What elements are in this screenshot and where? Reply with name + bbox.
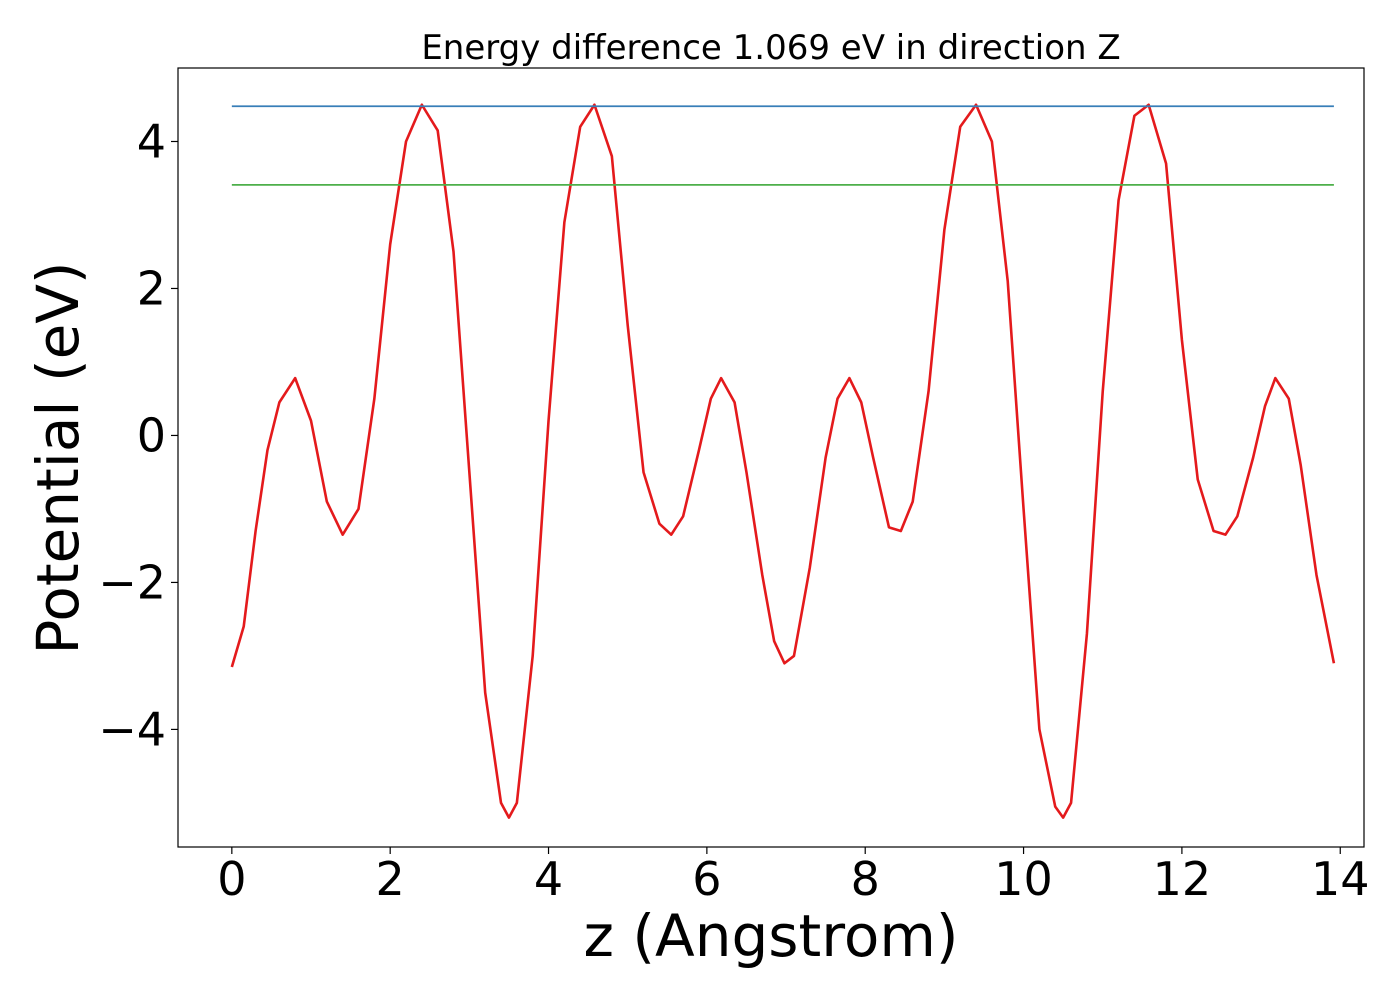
y-tick-label: −2 [98,555,166,609]
y-tick-label: 0 [137,408,166,462]
x-axis-label: z (Angstrom) [584,902,959,970]
y-axis-label: Potential (eV) [24,261,92,654]
plot-frame [177,67,1365,848]
x-tick-label: 6 [692,852,721,906]
y-tick-label: 2 [137,261,166,315]
series-layer [230,103,1336,819]
y-tick-label: 4 [137,114,166,168]
x-axis: 0 2 4 6 8 10 12 14 [217,847,1370,906]
x-tick-label: 14 [1311,852,1370,906]
x-tick-label: 0 [217,852,246,906]
chart-title: Energy difference 1.069 eV in direction … [421,28,1120,68]
x-tick-label: 4 [534,852,563,906]
y-axis: −4 −2 0 2 4 [98,114,178,756]
x-tick-label: 10 [994,852,1053,906]
x-tick-label: 12 [1153,852,1212,906]
x-tick-label: 8 [851,852,880,906]
y-tick-label: −4 [98,702,166,756]
x-tick-label: 2 [376,852,405,906]
series-line-1 [230,103,1336,819]
